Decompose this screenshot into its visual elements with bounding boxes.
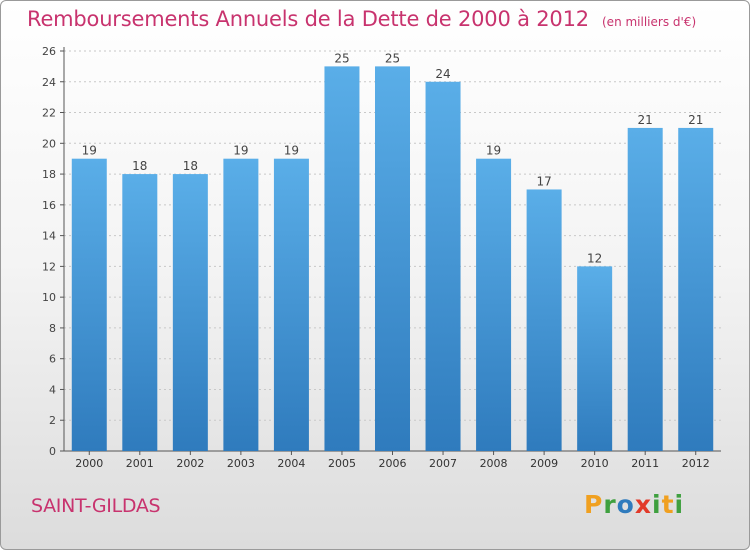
y-tick-label: 22 xyxy=(42,107,56,120)
y-tick-label: 0 xyxy=(49,445,56,458)
x-tick-label: 2003 xyxy=(227,457,255,470)
x-tick-label: 2012 xyxy=(682,457,710,470)
y-tick-label: 24 xyxy=(42,76,56,89)
x-tick-label: 2009 xyxy=(530,457,558,470)
x-tick-label: 2010 xyxy=(581,457,609,470)
bar-value-label: 19 xyxy=(284,144,299,158)
bar-value-label: 21 xyxy=(688,113,703,127)
city-name: SAINT-GILDAS xyxy=(31,495,161,517)
x-tick-label: 2000 xyxy=(75,457,103,470)
bar-value-label: 19 xyxy=(82,144,97,158)
brand-letter: x xyxy=(634,490,652,519)
bar-value-label: 19 xyxy=(486,144,501,158)
bar-value-label: 18 xyxy=(132,159,147,173)
chart-title: Remboursements Annuels de la Dette de 20… xyxy=(27,7,589,31)
y-tick-label: 20 xyxy=(42,137,56,150)
bar xyxy=(425,81,461,452)
bar-value-label: 17 xyxy=(536,174,551,188)
bar xyxy=(71,158,107,451)
brand-logo: Proxiti xyxy=(584,490,684,519)
bar xyxy=(526,189,562,451)
x-tick-label: 2006 xyxy=(379,457,407,470)
brand-letter: o xyxy=(616,490,635,519)
brand-letter: i xyxy=(652,490,662,519)
y-tick-label: 16 xyxy=(42,199,56,212)
bar xyxy=(223,158,259,451)
bar xyxy=(577,266,613,451)
bar-value-label: 19 xyxy=(233,144,248,158)
chart-unit: (en milliers d'€) xyxy=(602,15,697,29)
x-tick-label: 2001 xyxy=(126,457,154,470)
bar xyxy=(273,158,309,451)
bar xyxy=(172,174,208,452)
x-tick-label: 2008 xyxy=(480,457,508,470)
bar-value-label: 18 xyxy=(183,159,198,173)
y-tick-label: 10 xyxy=(42,291,56,304)
bar-value-label: 25 xyxy=(385,51,400,65)
bar-value-label: 12 xyxy=(587,251,602,265)
brand-letter: r xyxy=(603,490,617,519)
title-row: Remboursements Annuels de la Dette de 20… xyxy=(27,7,696,31)
bar xyxy=(678,127,714,451)
bar-value-label: 21 xyxy=(638,113,653,127)
bar xyxy=(375,66,410,451)
y-tick-label: 26 xyxy=(42,45,56,58)
bar-value-label: 25 xyxy=(334,51,349,65)
brand-letter: P xyxy=(584,490,604,519)
bar xyxy=(324,66,360,451)
y-tick-label: 8 xyxy=(49,322,56,335)
x-tick-label: 2005 xyxy=(328,457,356,470)
x-tick-label: 2011 xyxy=(631,457,659,470)
bar-value-label: 24 xyxy=(435,67,450,81)
x-tick-label: 2002 xyxy=(176,457,204,470)
y-tick-label: 6 xyxy=(49,353,56,366)
y-tick-label: 18 xyxy=(42,168,56,181)
y-tick-label: 2 xyxy=(49,414,56,427)
bar xyxy=(122,174,158,452)
bar xyxy=(476,158,512,451)
x-tick-label: 2007 xyxy=(429,457,457,470)
y-tick-label: 14 xyxy=(42,230,56,243)
x-tick-label: 2004 xyxy=(277,457,305,470)
brand-letter: t xyxy=(661,490,675,519)
y-tick-label: 12 xyxy=(42,260,56,273)
bar xyxy=(627,127,663,451)
y-tick-label: 4 xyxy=(49,383,56,396)
brand-letter: i xyxy=(674,490,685,519)
